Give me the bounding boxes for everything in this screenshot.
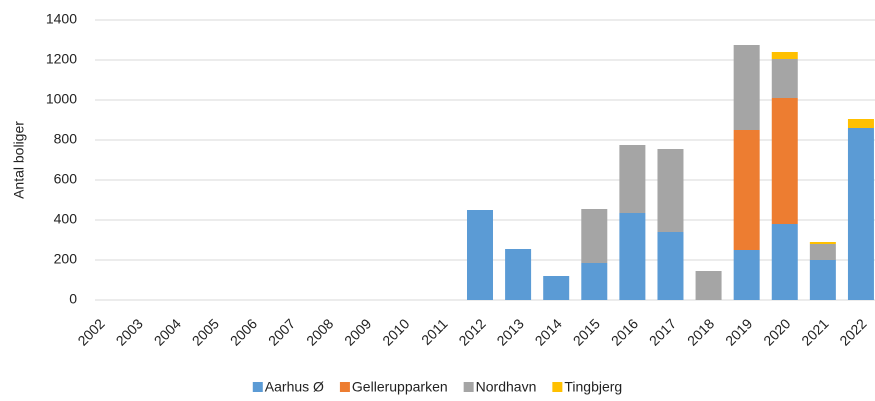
bar-segment <box>771 98 798 224</box>
y-tick-label: 600 <box>54 171 78 187</box>
x-tick-label: 2018 <box>684 315 717 348</box>
bar-segment <box>657 149 684 232</box>
y-tick-label: 800 <box>54 131 78 147</box>
bar-segment <box>581 263 608 300</box>
y-tick-label: 1400 <box>46 11 77 27</box>
x-tick-label: 2003 <box>113 315 146 348</box>
x-tick-label: 2007 <box>265 315 298 348</box>
legend-swatch <box>252 382 263 392</box>
bar-segment <box>657 232 684 300</box>
y-tick-label: 200 <box>54 251 78 267</box>
x-tick-label: 2011 <box>418 315 451 348</box>
x-tick-label: 2006 <box>227 315 260 348</box>
bar-segment <box>809 244 836 260</box>
y-axis-label: Antal boliger <box>11 121 27 199</box>
x-tick-label: 2021 <box>798 315 831 348</box>
legend-swatch <box>339 382 350 392</box>
legend-swatch <box>552 382 563 392</box>
bar-segment <box>467 210 493 300</box>
x-tick-label: 2002 <box>74 315 107 348</box>
bar-segment <box>771 59 798 98</box>
y-tick-label: 1000 <box>46 91 77 107</box>
x-tick-label: 2012 <box>455 315 488 348</box>
x-tick-label: 2019 <box>722 315 755 348</box>
bar-segment <box>505 249 532 300</box>
x-tick-label: 2022 <box>836 315 869 348</box>
bar-segment <box>733 45 760 130</box>
bar-segment <box>809 260 836 300</box>
y-tick-label: 1200 <box>46 51 77 67</box>
x-tick-label: 2014 <box>532 315 565 348</box>
bar-segment <box>847 119 874 128</box>
bar-segment <box>847 128 874 300</box>
bar-segment <box>581 209 608 263</box>
x-tick-label: 2010 <box>379 315 412 348</box>
legend: Aarhus Ø Gellerupparken Nordhavn Tingbjerg <box>252 379 622 395</box>
x-tick-label: 2009 <box>341 315 374 348</box>
bar-segment <box>695 271 722 300</box>
bar-segment <box>771 224 798 300</box>
bar-segment <box>733 130 760 250</box>
bar-segment <box>733 250 760 300</box>
bar-segment <box>809 242 836 244</box>
bar-segment <box>619 213 646 300</box>
bar-segment <box>619 145 646 213</box>
x-tick-label: 2016 <box>608 315 641 348</box>
y-tick-label: 0 <box>69 291 77 307</box>
x-tick-label: 2020 <box>760 315 793 348</box>
x-tick-label: 2008 <box>303 315 336 348</box>
legend-label: Nordhavn <box>476 379 537 395</box>
x-tick-label: 2005 <box>189 315 222 348</box>
legend-label: Tingbjerg <box>564 379 622 395</box>
x-tick-label: 2015 <box>570 315 603 348</box>
x-tick-label: 2004 <box>151 315 184 348</box>
x-tick-label: 2013 <box>493 315 526 348</box>
legend-label: Gellerupparken <box>352 379 448 395</box>
bar-segment <box>771 52 798 59</box>
legend-label: Aarhus Ø <box>265 379 324 395</box>
x-tick-label: 2017 <box>646 315 679 348</box>
bar-segment <box>543 276 570 300</box>
y-tick-label: 400 <box>54 211 78 227</box>
legend-swatch <box>463 382 474 392</box>
